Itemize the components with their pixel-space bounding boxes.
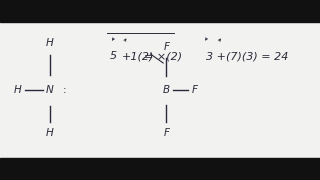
Text: :: :: [63, 85, 67, 95]
Text: 5: 5: [110, 51, 117, 61]
Text: F: F: [164, 42, 169, 52]
Text: N: N: [46, 85, 53, 95]
Bar: [0, 158, 320, 180]
Text: H: H: [46, 38, 53, 48]
Text: H: H: [14, 85, 21, 95]
Text: B: B: [163, 85, 170, 95]
Text: F: F: [192, 85, 198, 95]
Text: 3 +(7)(3) = 24: 3 +(7)(3) = 24: [206, 51, 289, 61]
Text: the reaction between ammonia (NH₃) and boron trifluoride (BF₃): the reaction between ammonia (NH₃) and b…: [3, 12, 234, 18]
Text: H: H: [46, 128, 53, 138]
Text: F: F: [164, 128, 169, 138]
Text: = ×(2): = ×(2): [144, 51, 182, 61]
Text: +1(2): +1(2): [122, 51, 154, 61]
Bar: [0, 0, 320, 22]
